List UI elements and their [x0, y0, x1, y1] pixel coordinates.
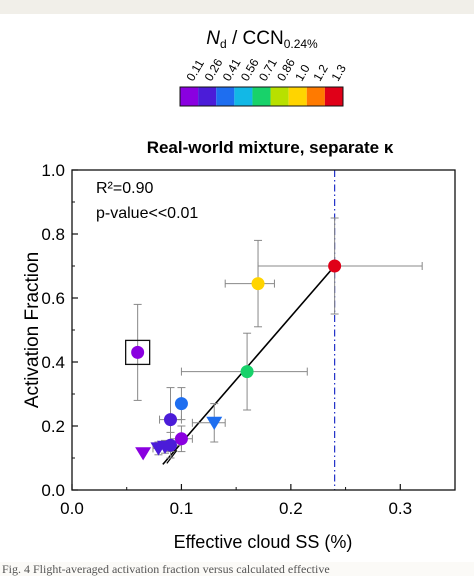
pvalue-annotation: p-value<<0.01	[96, 205, 198, 222]
colorbar-tick-label: 1.3	[328, 62, 349, 84]
colorbar-cell	[234, 87, 253, 106]
data-point-circle	[251, 277, 265, 291]
colorbar-cell	[324, 87, 343, 106]
data-point-circle	[131, 345, 145, 359]
colorbar-cell	[180, 87, 199, 106]
colorbar-frame	[179, 86, 344, 107]
x-tick-label: 0.3	[388, 499, 412, 518]
highlight-box	[125, 339, 151, 366]
data-point-circle	[328, 259, 342, 273]
r2-annotation: R²=0.90	[96, 180, 153, 197]
colorbar-title-sub2: 0.24%	[284, 37, 318, 51]
colorbar-cell	[306, 87, 325, 106]
x-tick-label: 0.0	[60, 499, 84, 518]
x-tick-label: 0.1	[170, 499, 194, 518]
colorbar-tick-label: 0.26	[202, 56, 226, 84]
data-point-circle	[174, 432, 188, 446]
y-tick-label: 0.0	[41, 481, 65, 500]
colorbar-cell	[198, 87, 217, 106]
data-point-circle	[174, 397, 188, 411]
y-tick-label: 0.8	[41, 225, 65, 244]
top-band	[0, 0, 474, 14]
x-tick-label: 0.2	[279, 499, 303, 518]
data-point-triangle	[157, 440, 174, 454]
colorbar-tick-label: 1.2	[310, 62, 331, 84]
y-tick-label: 0.6	[41, 289, 65, 308]
svg-text:Nd / CCN0.24%: Nd / CCN0.24%	[206, 28, 318, 51]
error-bar	[191, 403, 226, 443]
data-point-triangle	[206, 416, 223, 430]
colorbar-title-sub: d	[220, 37, 227, 51]
y-tick-label: 0.4	[41, 353, 65, 372]
colorbar-tick-label: 0.11	[184, 57, 208, 84]
colorbar-tick-label: 0.41	[220, 56, 244, 84]
data-point-circle	[163, 413, 177, 427]
y-tick-label: 1.0	[41, 161, 65, 180]
data-point-triangle	[135, 447, 152, 461]
colorbar-cell	[252, 87, 271, 106]
y-axis-label: Activation Fraction	[22, 252, 43, 408]
colorbar-title-rest: / CCN	[227, 28, 284, 49]
colorbar-tick-label: 0.56	[238, 56, 262, 84]
fit-line-segment	[166, 450, 178, 464]
data-point-circle	[240, 365, 254, 379]
colorbar-cell	[270, 87, 289, 106]
colorbar-cell	[216, 87, 235, 106]
colorbar: Nd / CCN0.24% 0.110.260.410.560.710.86 1.…	[179, 28, 349, 107]
figure-caption: Fig. 4 Flight-averaged activation fracti…	[0, 562, 474, 576]
x-axis-label: Effective cloud SS (%)	[174, 532, 353, 552]
chart-title: Real-world mixture, separate κ	[147, 138, 394, 157]
colorbar-tick-label: 0.86	[274, 56, 298, 84]
colorbar-title-n: N	[206, 28, 220, 49]
error-bar	[224, 239, 275, 328]
y-tick-label: 0.2	[41, 417, 65, 436]
fit-line	[162, 265, 336, 465]
colorbar-cell	[288, 87, 307, 106]
colorbar-tick-label: 0.71	[256, 56, 280, 84]
